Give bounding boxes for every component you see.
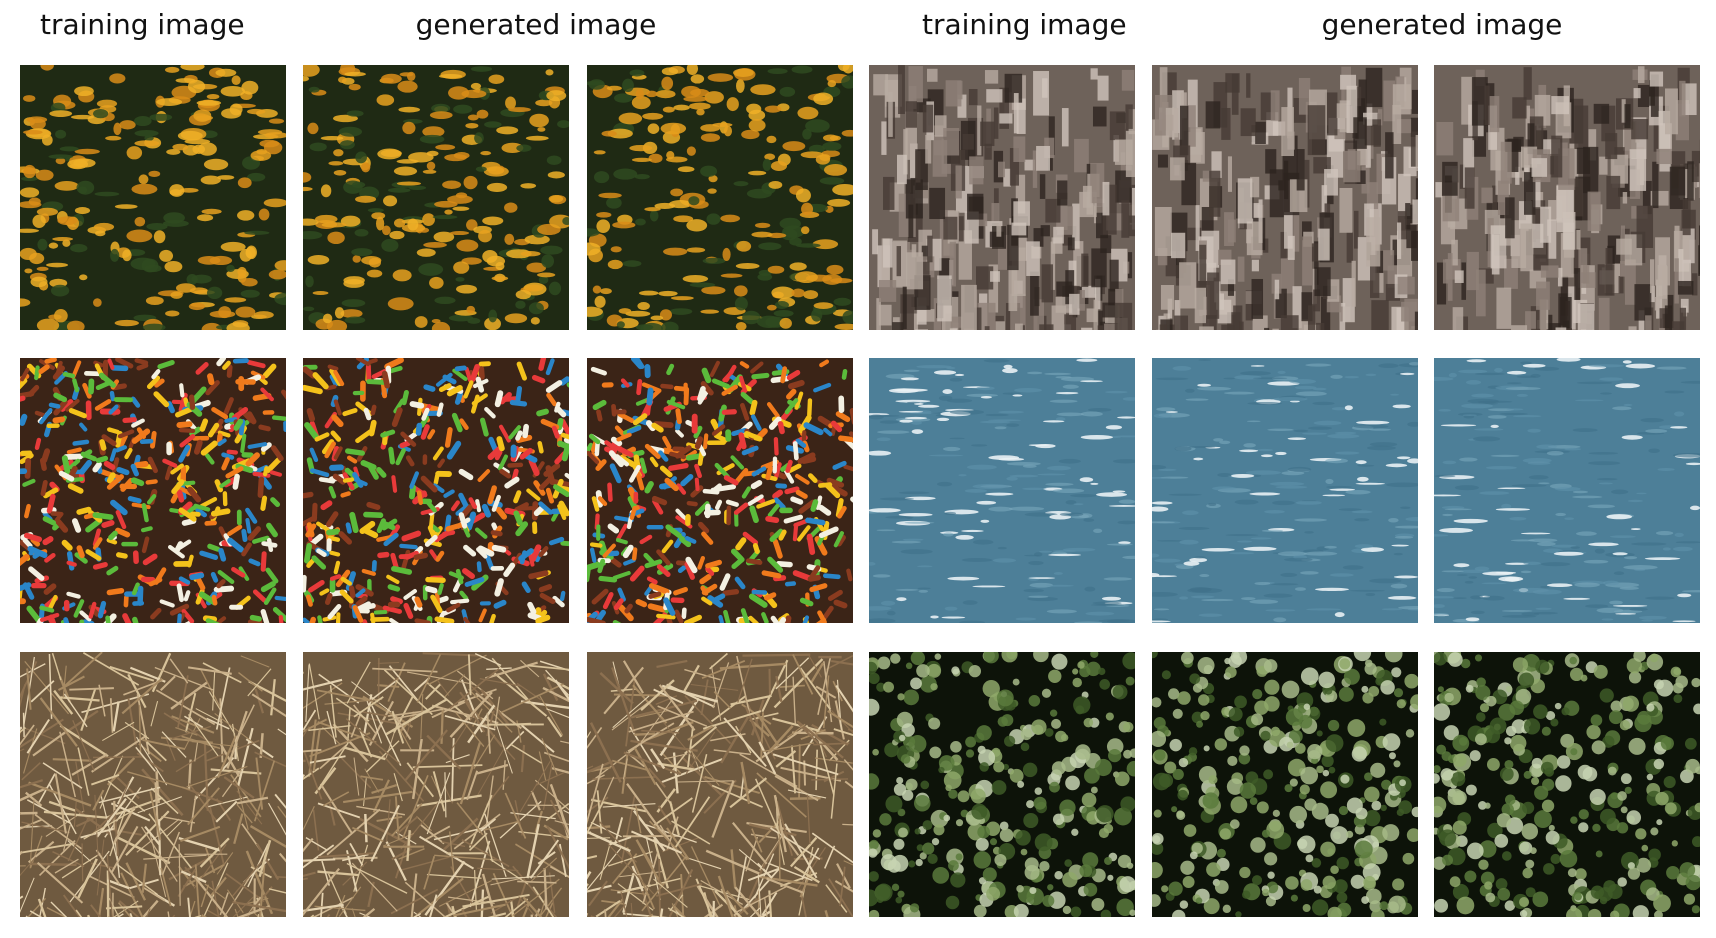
training-water-image — [869, 358, 1135, 623]
generated-sprinkles-image — [587, 358, 853, 623]
generated-straw-image — [587, 652, 853, 917]
generated-water-image — [1152, 358, 1418, 623]
sprinkles-texture — [587, 358, 853, 623]
water-texture — [1434, 358, 1700, 623]
header-label: training image — [922, 8, 1127, 41]
bark-texture — [1152, 65, 1418, 330]
generated-water-image — [1434, 358, 1700, 623]
header-label: generated image — [1321, 8, 1563, 41]
header-training-left: training image — [40, 8, 245, 41]
water-texture — [869, 358, 1135, 623]
header-label: generated image — [415, 8, 657, 41]
generated-bark-image — [1152, 65, 1418, 330]
straw-texture — [20, 652, 286, 917]
training-bark-image — [869, 65, 1135, 330]
water-texture — [1152, 358, 1418, 623]
generated-flowers-image — [303, 65, 569, 330]
flowers-texture — [20, 65, 286, 330]
generated-sprinkles-image — [303, 358, 569, 623]
header-label: training image — [40, 8, 245, 41]
straw-texture — [587, 652, 853, 917]
header-generated-left: generated image — [386, 8, 686, 41]
training-flowers-image — [20, 65, 286, 330]
leaves-texture — [869, 652, 1135, 917]
training-leaves-image — [869, 652, 1135, 917]
header-training-right: training image — [922, 8, 1127, 41]
sprinkles-texture — [303, 358, 569, 623]
generated-bark-image — [1434, 65, 1700, 330]
header-generated-right: generated image — [1292, 8, 1592, 41]
generated-leaves-image — [1152, 652, 1418, 917]
sprinkles-texture — [20, 358, 286, 623]
training-straw-image — [20, 652, 286, 917]
flowers-texture — [303, 65, 569, 330]
flowers-texture — [587, 65, 853, 330]
generated-straw-image — [303, 652, 569, 917]
leaves-texture — [1434, 652, 1700, 917]
bark-texture — [869, 65, 1135, 330]
straw-texture — [303, 652, 569, 917]
bark-texture — [1434, 65, 1700, 330]
generated-leaves-image — [1434, 652, 1700, 917]
leaves-texture — [1152, 652, 1418, 917]
training-sprinkles-image — [20, 358, 286, 623]
generated-flowers-image — [587, 65, 853, 330]
